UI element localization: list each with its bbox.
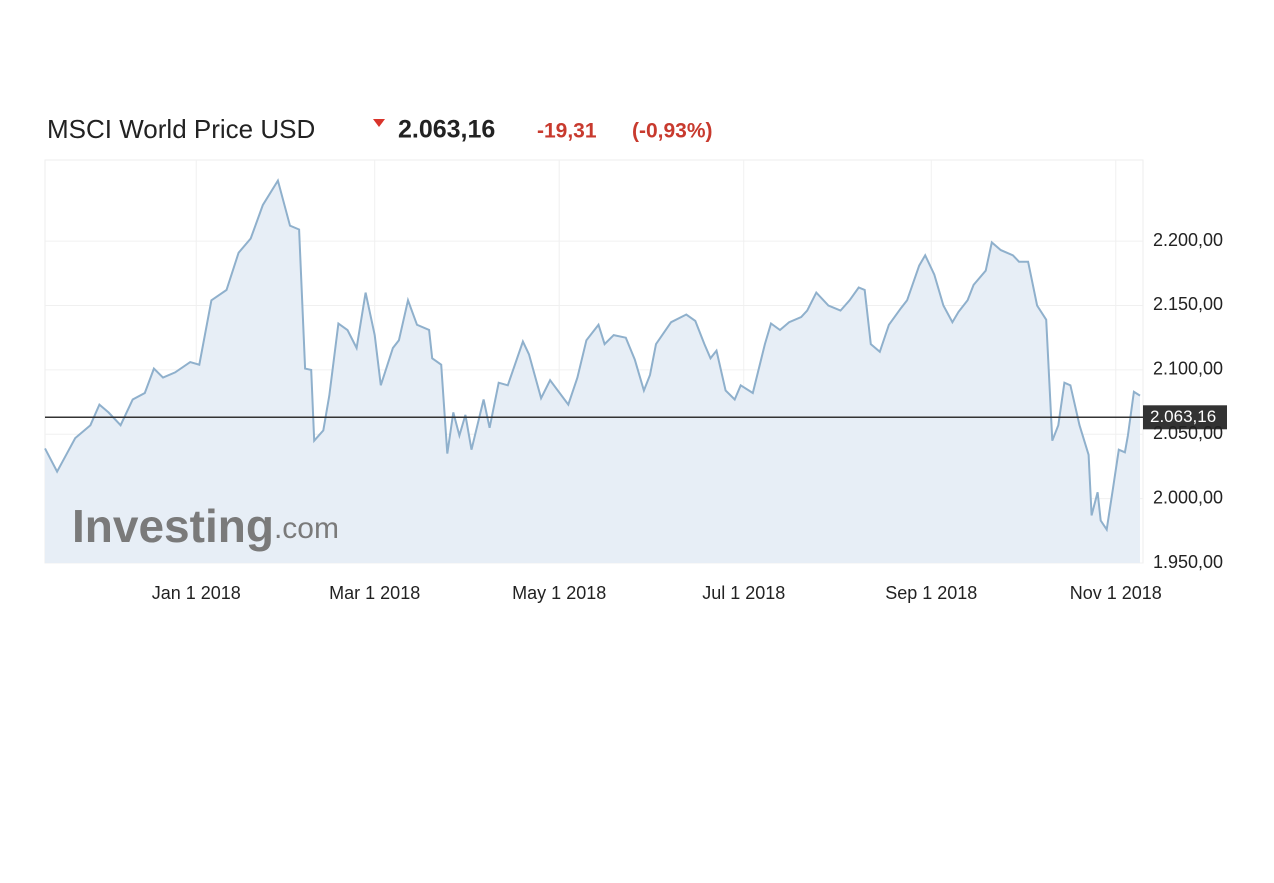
y-tick-label: 2.100,00 (1153, 359, 1223, 379)
x-tick-label: Nov 1 2018 (1070, 583, 1162, 603)
reference-label: 2.063,16 (1150, 407, 1216, 426)
watermark-brand: Investing (72, 500, 274, 552)
x-tick-label: Jul 1 2018 (702, 583, 785, 603)
chart-title: MSCI World Price USD (47, 114, 315, 144)
price: 2.063,16 (398, 116, 495, 144)
change-percent: (-0,93%) (632, 120, 713, 143)
x-tick-label: Sep 1 2018 (885, 583, 977, 603)
x-tick-label: Mar 1 2018 (329, 583, 420, 603)
y-tick-label: 2.150,00 (1153, 294, 1223, 314)
price-line (44, 178, 1141, 533)
y-tick-label: 2.000,00 (1153, 487, 1223, 507)
watermark: Investing.com (72, 500, 339, 552)
change: -19,31 (537, 120, 597, 143)
x-tick-label: Jan 1 2018 (152, 583, 241, 603)
reference-label-box (1143, 405, 1227, 430)
down-arrow (373, 119, 385, 127)
area (45, 180, 1140, 563)
y-tick-label: 1.950,00 (1153, 552, 1223, 572)
y-tick-label: 2.050,00 (1153, 423, 1223, 443)
y-tick-label: 2.200,00 (1153, 230, 1223, 250)
x-tick-label: May 1 2018 (512, 583, 606, 603)
watermark-suffix: .com (274, 512, 339, 545)
